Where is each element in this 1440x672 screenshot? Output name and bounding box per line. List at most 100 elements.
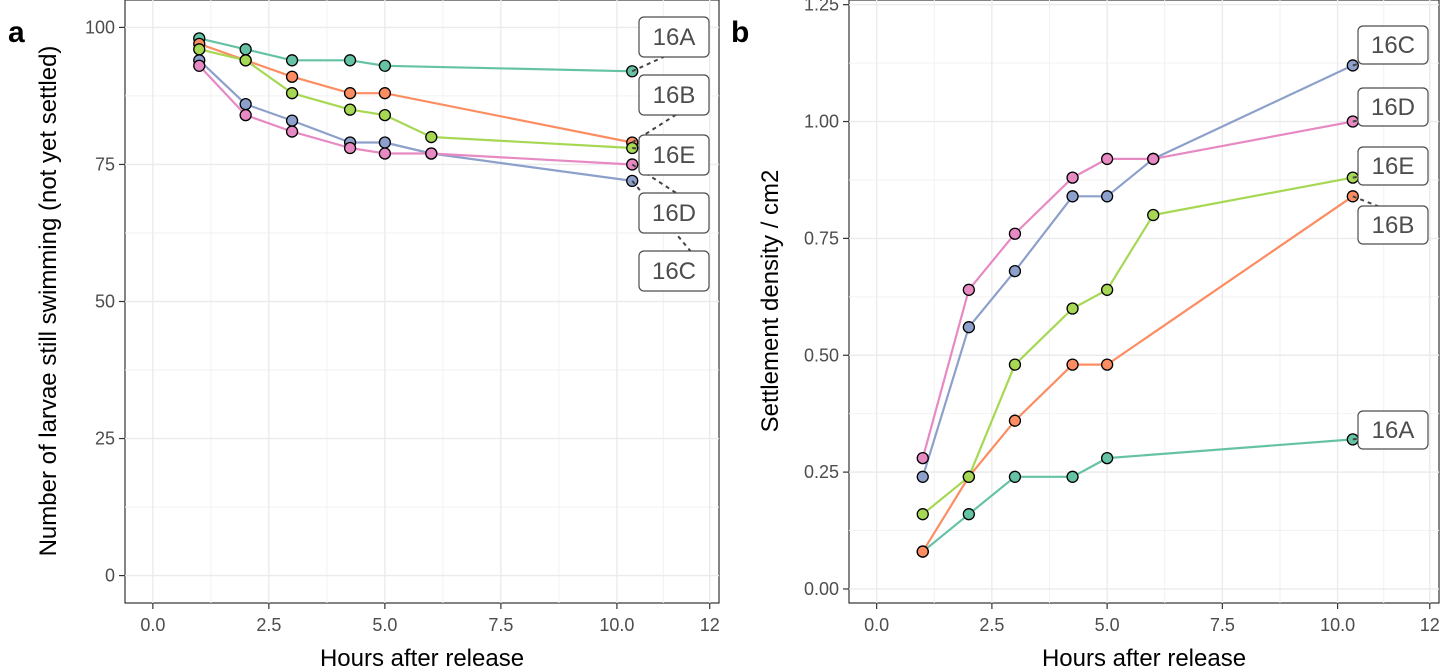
b-data-point-16c (1008, 264, 1022, 278)
a-callout-box-16a (638, 16, 710, 58)
a-x-tick-label: 2.5 (256, 615, 281, 635)
a-y-tick-label: 100 (85, 17, 115, 37)
a-data-point-16b (285, 70, 299, 83)
a-data-point-16e (239, 54, 252, 67)
b-data-point-16c (1100, 190, 1114, 203)
a-series-line-16a (199, 37, 633, 73)
b-data-point-16a (1066, 470, 1079, 483)
a-data-point-16e (343, 103, 357, 116)
a-data-point-16d (285, 125, 299, 138)
a-callout-box-16c (638, 250, 710, 292)
b-data-point-16b (1066, 358, 1079, 371)
a-data-point-16b (378, 87, 392, 100)
a-data-point-16c (239, 98, 252, 111)
panel-b-x-axis: 0.0 2.5 5.0 7.5 10.0 12 (864, 603, 1440, 635)
panel-b-callouts: 16A 16B 16C 16D 16E (1352, 25, 1429, 450)
b-x-tick-label: 12 (1420, 615, 1440, 635)
b-y-tick-label: 1.00 (804, 112, 839, 132)
a-data-point-16e (193, 43, 206, 56)
b-data-point-16e (1008, 358, 1022, 371)
a-x-tick-label: 5.0 (372, 615, 397, 635)
b-series-line-16b (921, 195, 1354, 553)
a-data-point-16c (285, 114, 299, 127)
b-callout-box-16a (1357, 410, 1429, 450)
panel-b-plot-border (848, 0, 1440, 604)
panel-b-tag: b (731, 16, 749, 49)
a-y-tick-label: 25 (95, 429, 115, 449)
a-data-point-16a (343, 54, 357, 67)
panel-a-x-axis: 0.0 2.5 5.0 7.5 10.0 12 (140, 603, 720, 635)
b-data-point-16a (1100, 451, 1114, 465)
b-data-point-16e (962, 470, 975, 483)
a-data-point-16a (239, 43, 252, 56)
a-data-point-16d (193, 59, 206, 72)
a-x-tick-label: 0.0 (140, 615, 165, 635)
a-callout-label-16b: 16B (653, 82, 696, 109)
b-x-tick-label: 2.5 (979, 615, 1004, 635)
b-y-tick-label: 0.00 (804, 579, 839, 599)
b-callout-box-16d (1357, 87, 1429, 127)
panel-a-y-axis-title: Number of larvae still swimming (not yet… (35, 46, 62, 557)
b-y-tick-label: 1.25 (804, 0, 839, 15)
panel-a-series (193, 32, 639, 188)
b-data-point-16c (916, 470, 929, 483)
b-data-point-16e (916, 508, 929, 521)
b-x-tick-label: 0.0 (864, 615, 889, 635)
b-y-tick-label: 0.25 (804, 462, 839, 482)
b-data-point-16e (1100, 283, 1114, 296)
panel-b-x-axis-title: Hours after release (1042, 645, 1246, 672)
b-callout-box-16c (1357, 25, 1429, 65)
a-data-point-16b (343, 87, 357, 100)
a-callout-label-16e: 16E (653, 142, 696, 169)
b-data-point-16b (1008, 414, 1022, 427)
a-callout-box-16b (638, 74, 710, 116)
a-x-tick-label: 10.0 (599, 615, 634, 635)
b-data-point-16a (962, 508, 975, 521)
panel-b: b 16A 16B 16C 16D 16E 0.0 2.5 5.0 7.5 10.0 12 0.0… (731, 0, 1440, 672)
panel-a-tag: a (8, 16, 25, 49)
a-x-tick-label: 12 (700, 615, 720, 635)
b-callout-label-16e: 16E (1372, 153, 1415, 180)
b-callout-label-16c: 16C (1371, 32, 1415, 59)
b-y-tick-label: 0.50 (804, 345, 839, 365)
panel-b-y-axis: 0.00 0.25 0.50 0.75 1.00 1.25 (804, 0, 849, 599)
b-callout-label-16a: 16A (1372, 417, 1415, 444)
panel-a-x-axis-title: Hours after release (320, 645, 524, 672)
b-data-point-16b (916, 545, 929, 558)
a-data-point-16d (343, 141, 357, 155)
panel-a-plot-area: 16A 16B 16C 16D 16E (124, 0, 720, 604)
b-data-point-16c (1066, 190, 1079, 203)
b-data-point-16d (1008, 227, 1022, 240)
a-data-point-16a (285, 54, 299, 67)
b-callout-label-16d: 16D (1371, 94, 1415, 121)
a-y-tick-label: 0 (105, 566, 115, 586)
b-x-tick-label: 7.5 (1210, 615, 1235, 635)
panel-a-callouts: 16A 16B 16C 16D 16E (631, 16, 710, 292)
a-callout-label-16a: 16A (653, 24, 696, 51)
a-x-tick-label: 7.5 (488, 615, 513, 635)
b-data-point-16d (962, 283, 975, 296)
panel-a: a 16A 16B 16C 16D 16E 0.0 2.5 5.0 7.5 10.0 12 0 25… (8, 0, 720, 672)
b-data-point-16b (1100, 358, 1114, 371)
a-callout-box-16e (638, 134, 710, 176)
a-data-point-16e (378, 108, 392, 122)
b-data-point-16a (1008, 470, 1022, 483)
b-data-point-16d (916, 451, 929, 465)
a-callout-box-16d (638, 192, 710, 234)
panel-a-y-axis: 0 25 50 75 100 (85, 17, 125, 586)
b-series-line-16a (922, 438, 1353, 553)
a-data-point-16d (239, 108, 252, 122)
a-data-point-16c (378, 136, 392, 149)
a-data-point-16d (378, 147, 392, 160)
a-data-point-16e (285, 87, 299, 100)
a-data-point-16a (378, 59, 392, 72)
b-callout-label-16b: 16B (1372, 212, 1415, 239)
b-y-tick-label: 0.75 (804, 228, 839, 248)
panel-b-y-axis-title: Settlement density / cm2 (757, 170, 784, 433)
b-data-point-16c (962, 321, 975, 334)
b-data-point-16d (1147, 152, 1160, 166)
panel-b-plot-area: 16A 16B 16C 16D 16E (848, 0, 1440, 604)
a-callout-label-16c: 16C (652, 258, 696, 285)
b-x-tick-label: 10.0 (1320, 615, 1355, 635)
a-callout-label-16d: 16D (652, 200, 696, 227)
